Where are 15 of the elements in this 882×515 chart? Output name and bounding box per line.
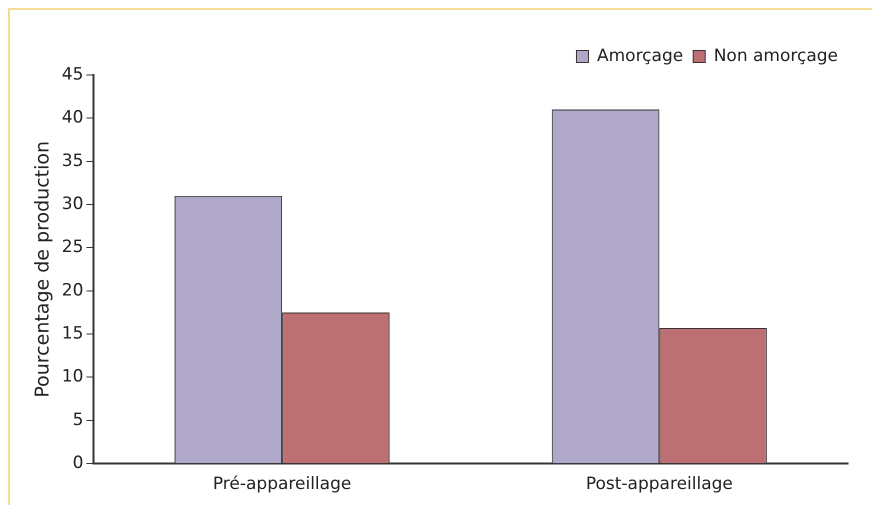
- y-tick-label: 10: [62, 366, 84, 387]
- y-tick-label: 0: [72, 453, 84, 474]
- y-axis-title: Pourcentage de production: [31, 140, 54, 398]
- legend-label: Non amorçage: [714, 46, 838, 66]
- y-tick-label: 5: [72, 410, 84, 430]
- y-tick-label: 25: [62, 237, 84, 258]
- y-tick-label: 20: [62, 280, 84, 300]
- legend-label: Amorçage: [596, 46, 684, 66]
- x-tick-label: Post-appareillage: [586, 474, 733, 494]
- y-tick-label: 30: [62, 194, 84, 214]
- y-tick-label: 45: [62, 64, 84, 84]
- y-tick-label: 35: [62, 150, 84, 171]
- x-tick-label: Pré-appareillage: [212, 474, 352, 494]
- y-tick-label: 15: [62, 323, 84, 344]
- y-tick-label: 40: [62, 108, 84, 128]
